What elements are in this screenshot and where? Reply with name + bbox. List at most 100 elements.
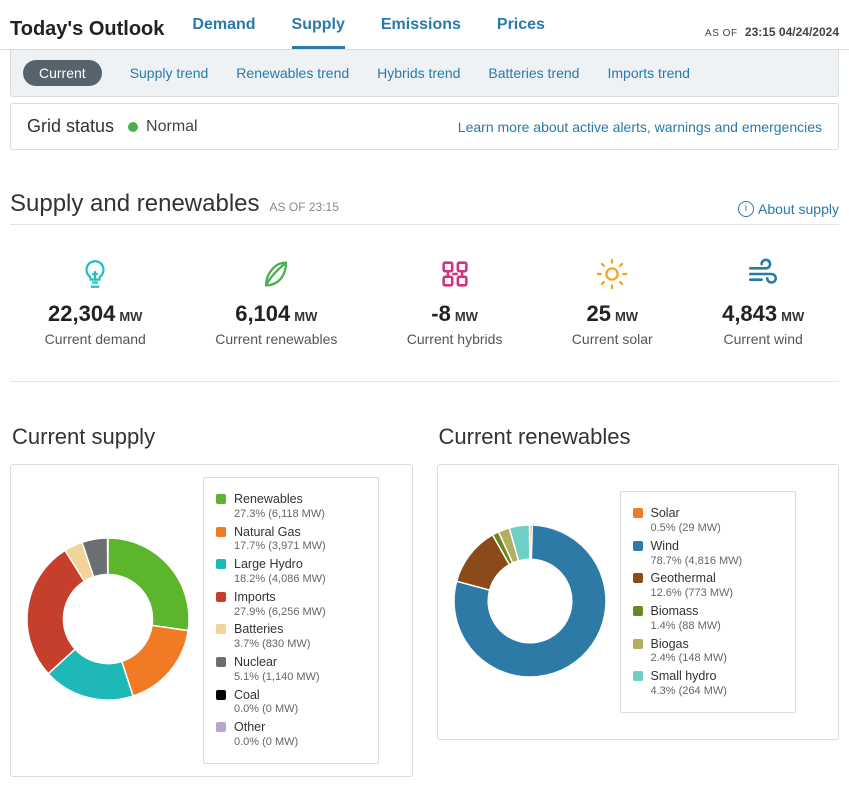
renew-chart-title: Current renewables xyxy=(439,424,840,450)
subtab-renewables-trend[interactable]: Renewables trend xyxy=(236,65,349,81)
legend-item-biomass[interactable]: Biomass 1.4% (88 MW) xyxy=(633,604,783,633)
legend-sub: 18.2% (4,086 MW) xyxy=(234,573,326,585)
legend-item-natural-gas[interactable]: Natural Gas 17.7% (3,971 MW) xyxy=(216,525,366,554)
swatch-icon xyxy=(633,606,643,616)
subtab-hybrids-trend[interactable]: Hybrids trend xyxy=(377,65,460,81)
swatch-icon xyxy=(216,592,226,602)
section-heading: Supply and renewables AS OF 23:15 i Abou… xyxy=(10,190,839,218)
legend-sub: 27.9% (6,256 MW) xyxy=(234,606,326,618)
separator xyxy=(10,381,839,382)
info-icon: i xyxy=(738,201,754,217)
metric-unit: MW xyxy=(781,309,804,324)
legend-item-nuclear[interactable]: Nuclear 5.1% (1,140 MW) xyxy=(216,655,366,684)
swatch-icon xyxy=(216,722,226,732)
main-tabs: Demand Supply Emissions Prices xyxy=(192,10,705,49)
header-asof: AS OF 23:15 04/24/2024 xyxy=(705,25,839,49)
metric-label: Current solar xyxy=(572,331,653,347)
charts-row: Current supply Renewables 27.3% (6,118 M… xyxy=(0,388,849,787)
renew-chart-block: Current renewables Solar 0.5% (29 MW) Wi… xyxy=(437,388,840,777)
wind-icon xyxy=(722,255,804,291)
subtab-supply-trend[interactable]: Supply trend xyxy=(130,65,209,81)
hybrid-icon xyxy=(407,255,503,291)
legend-sub: 17.7% (3,971 MW) xyxy=(234,540,326,552)
legend-name: Other xyxy=(234,720,265,734)
swatch-icon xyxy=(216,624,226,634)
grid-status-bar: Grid status Normal Learn more about acti… xyxy=(10,103,839,150)
renew-legend: Solar 0.5% (29 MW) Wind 78.7% (4,816 MW)… xyxy=(620,491,796,713)
legend-sub: 2.4% (148 MW) xyxy=(651,652,727,664)
legend-name: Renewables xyxy=(234,492,303,506)
legend-item-wind[interactable]: Wind 78.7% (4,816 MW) xyxy=(633,539,783,568)
legend-item-solar[interactable]: Solar 0.5% (29 MW) xyxy=(633,506,783,535)
metrics-row: 22,304MW Current demand 6,104MW Current … xyxy=(0,231,849,375)
swatch-icon xyxy=(216,494,226,504)
legend-sub: 5.1% (1,140 MW) xyxy=(234,671,320,683)
supply-donut xyxy=(23,534,193,707)
legend-item-renewables[interactable]: Renewables 27.3% (6,118 MW) xyxy=(216,492,366,521)
legend-sub: 1.4% (88 MW) xyxy=(651,620,721,632)
supply-chart-title: Current supply xyxy=(12,424,413,450)
metric-value: 25 xyxy=(586,301,610,326)
legend-item-large-hydro[interactable]: Large Hydro 18.2% (4,086 MW) xyxy=(216,557,366,586)
metric-unit: MW xyxy=(615,309,638,324)
legend-sub: 4.3% (264 MW) xyxy=(651,685,727,697)
supply-legend: Renewables 27.3% (6,118 MW) Natural Gas … xyxy=(203,477,379,764)
legend-item-imports[interactable]: Imports 27.9% (6,256 MW) xyxy=(216,590,366,619)
legend-name: Geothermal xyxy=(651,571,716,585)
legend-sub: 0.0% (0 MW) xyxy=(234,703,298,715)
bulb-icon xyxy=(45,255,146,291)
swatch-icon xyxy=(633,541,643,551)
legend-sub: 0.0% (0 MW) xyxy=(234,736,298,748)
swatch-icon xyxy=(633,639,643,649)
legend-name: Biomass xyxy=(651,604,699,618)
metric-label: Current hybrids xyxy=(407,331,503,347)
legend-item-other[interactable]: Other 0.0% (0 MW) xyxy=(216,720,366,749)
subtab-current[interactable]: Current xyxy=(23,60,102,86)
supply-chart-card: Renewables 27.3% (6,118 MW) Natural Gas … xyxy=(10,464,413,777)
legend-name: Batteries xyxy=(234,622,283,636)
swatch-icon xyxy=(216,657,226,667)
tab-demand[interactable]: Demand xyxy=(192,10,255,49)
asof-value: 23:15 04/24/2024 xyxy=(745,25,839,39)
grid-status-label: Grid status xyxy=(27,116,114,137)
section-title: Supply and renewables xyxy=(10,190,260,218)
tab-supply[interactable]: Supply xyxy=(292,10,345,49)
legend-name: Wind xyxy=(651,539,679,553)
sun-icon xyxy=(572,255,653,291)
metric-value: 6,104 xyxy=(235,301,290,326)
about-supply-text: About supply xyxy=(758,201,839,217)
subtab-imports-trend[interactable]: Imports trend xyxy=(607,65,689,81)
legend-sub: 12.6% (773 MW) xyxy=(651,587,734,599)
metric-current-wind: 4,843MW Current wind xyxy=(722,255,804,347)
separator xyxy=(10,224,839,225)
section-asof: AS OF 23:15 xyxy=(270,200,339,214)
status-dot-icon xyxy=(128,122,138,132)
legend-item-small-hydro[interactable]: Small hydro 4.3% (264 MW) xyxy=(633,669,783,698)
metric-unit: MW xyxy=(455,309,478,324)
legend-sub: 27.3% (6,118 MW) xyxy=(234,508,325,520)
metric-label: Current demand xyxy=(45,331,146,347)
page-title: Today's Outlook xyxy=(10,18,164,49)
slice-natural-gas[interactable] xyxy=(122,625,188,696)
header: Today's Outlook Demand Supply Emissions … xyxy=(0,0,849,50)
tab-emissions[interactable]: Emissions xyxy=(381,10,461,49)
legend-item-batteries[interactable]: Batteries 3.7% (830 MW) xyxy=(216,622,366,651)
grid-status-link[interactable]: Learn more about active alerts, warnings… xyxy=(458,119,822,135)
swatch-icon xyxy=(216,559,226,569)
legend-item-geothermal[interactable]: Geothermal 12.6% (773 MW) xyxy=(633,571,783,600)
legend-name: Large Hydro xyxy=(234,557,303,571)
slice-renewables[interactable] xyxy=(108,538,189,631)
tab-prices[interactable]: Prices xyxy=(497,10,545,49)
swatch-icon xyxy=(633,508,643,518)
legend-sub: 3.7% (830 MW) xyxy=(234,638,310,650)
legend-name: Imports xyxy=(234,590,276,604)
metric-label: Current renewables xyxy=(215,331,337,347)
legend-item-biogas[interactable]: Biogas 2.4% (148 MW) xyxy=(633,637,783,666)
about-supply-link[interactable]: i About supply xyxy=(738,201,839,217)
renew-donut xyxy=(450,521,610,684)
subtab-batteries-trend[interactable]: Batteries trend xyxy=(488,65,579,81)
legend-item-coal[interactable]: Coal 0.0% (0 MW) xyxy=(216,688,366,717)
legend-name: Biogas xyxy=(651,637,689,651)
metric-current-hybrids: -8MW Current hybrids xyxy=(407,255,503,347)
swatch-icon xyxy=(216,690,226,700)
